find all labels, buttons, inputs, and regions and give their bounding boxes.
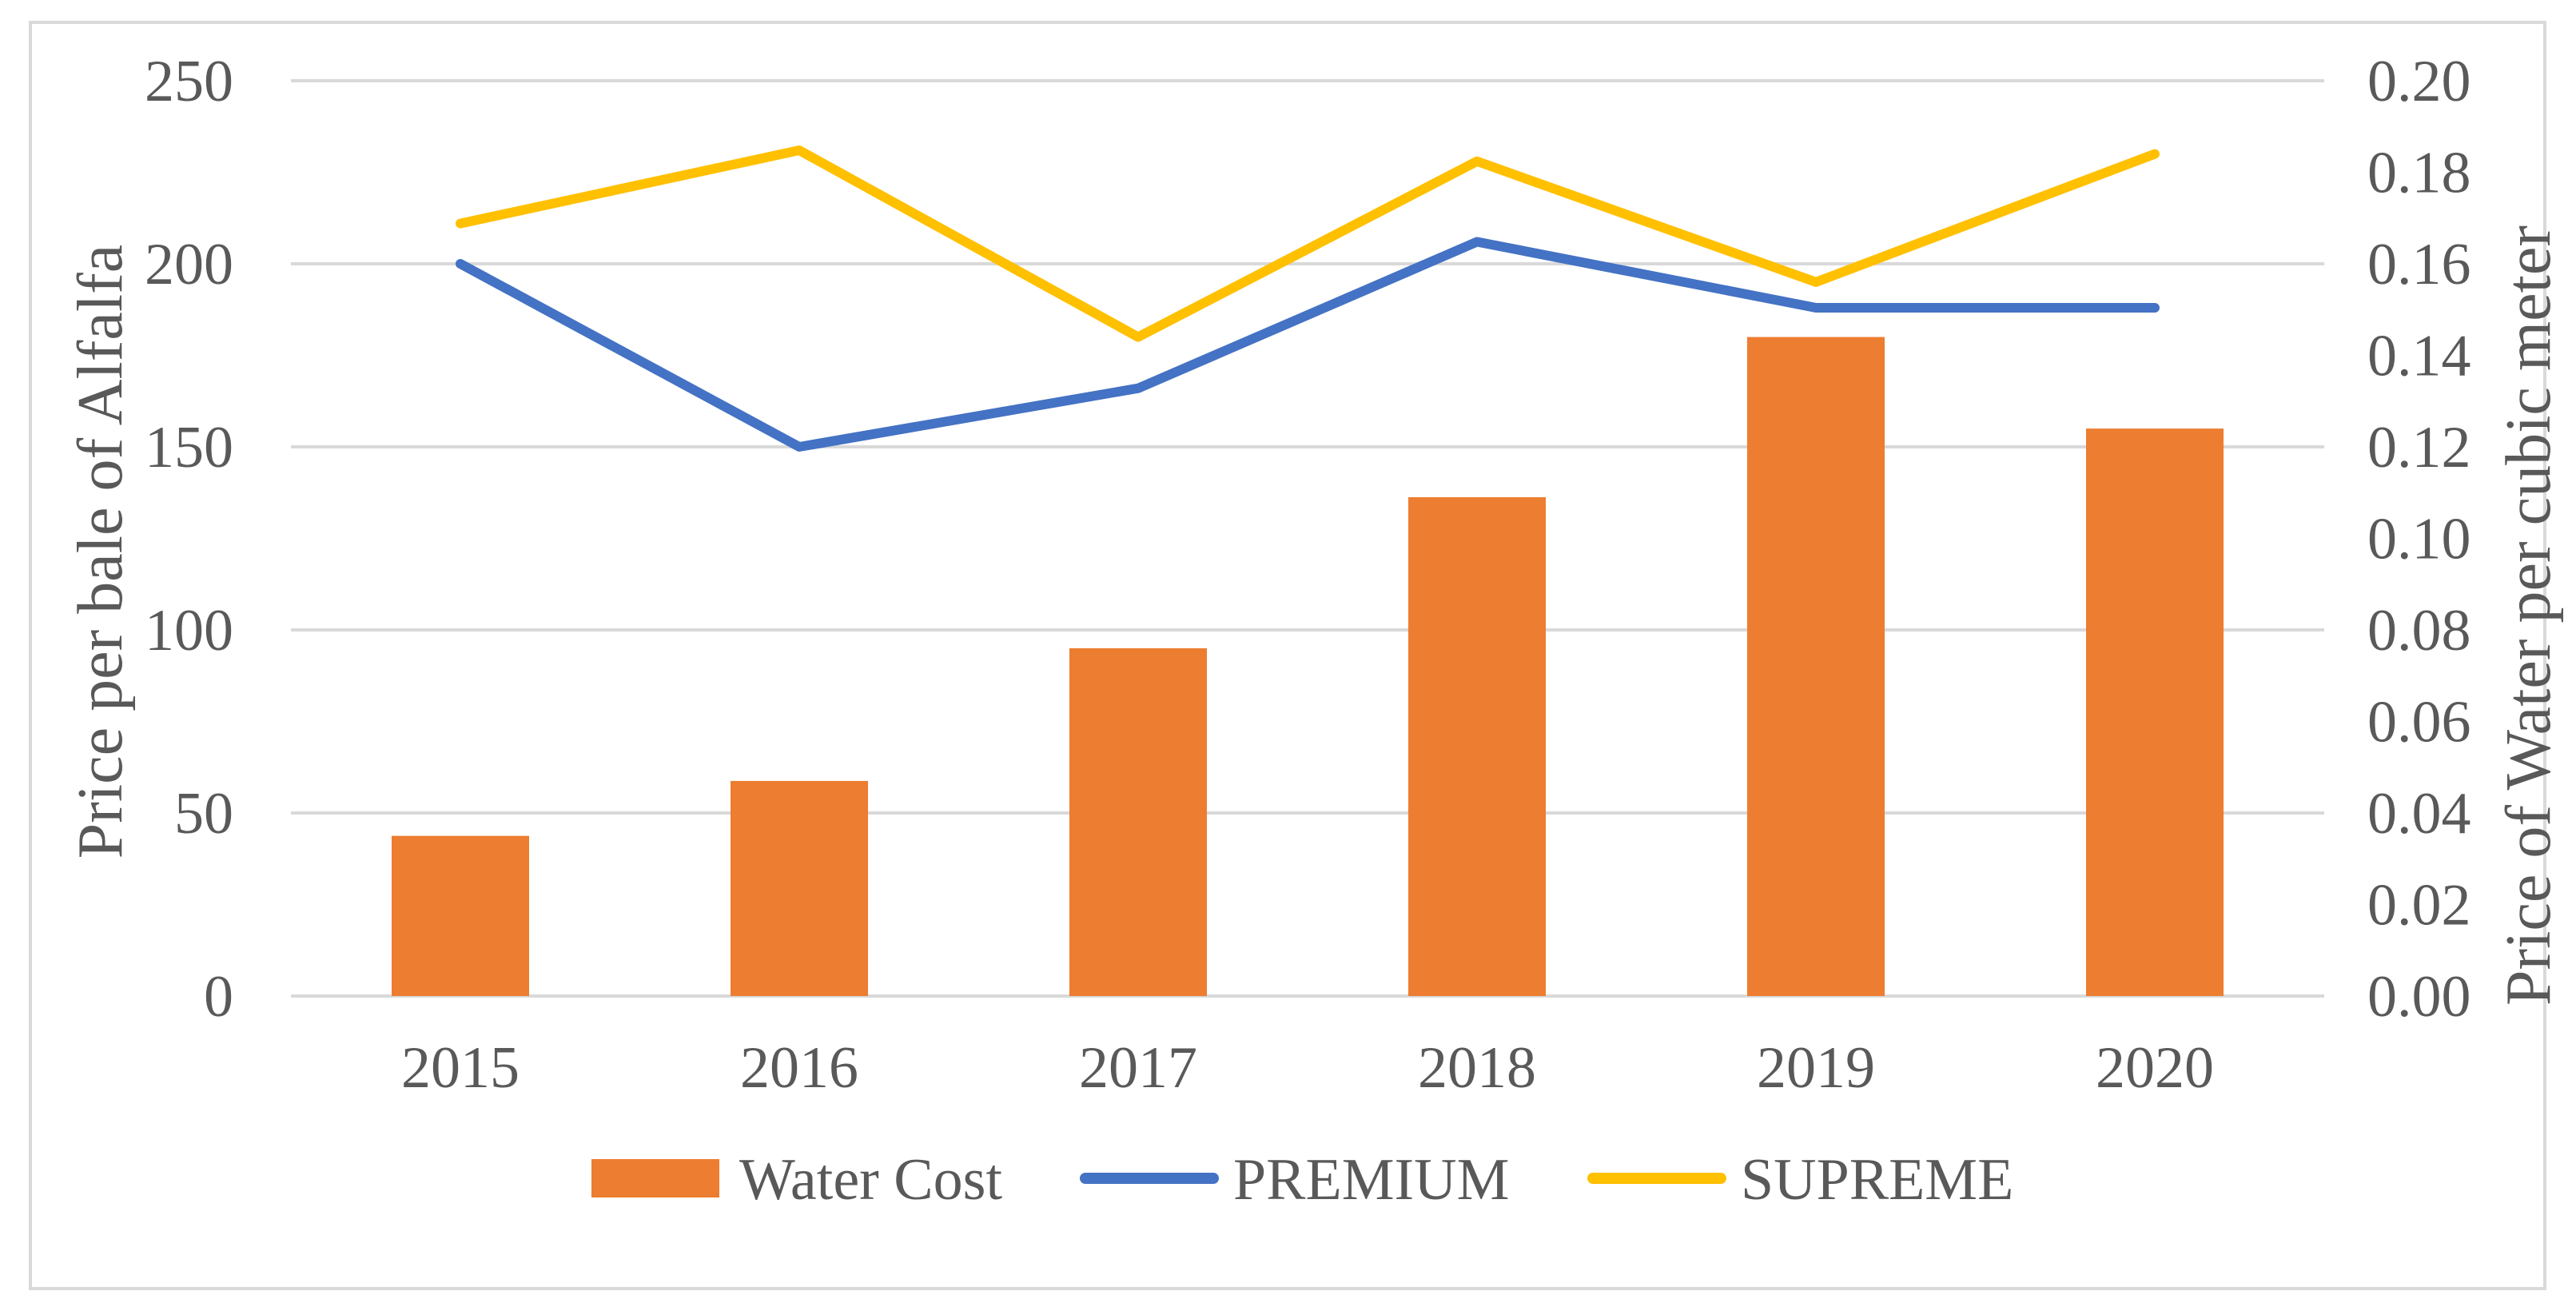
legend: Water Cost PREMIUM SUPREME (591, 1147, 2013, 1213)
y-left-tick-50: 50 (174, 781, 233, 847)
y-right-tick-0.06: 0.06 (2367, 690, 2471, 755)
legend-label-premium: PREMIUM (1233, 1147, 1509, 1213)
x-tick-2017: 2017 (1079, 1035, 1197, 1101)
point-premium-2020 (2154, 307, 2156, 309)
bar-water-cost-2015 (392, 835, 529, 996)
y-axis-right-ticks: 0.00 0.02 0.04 0.06 0.08 0.10 0.12 0.14 0.16 0.18… (2367, 49, 2471, 1030)
bar-water-cost-2017 (1069, 648, 1207, 996)
point-supreme-2018 (1476, 161, 1478, 162)
point-premium-2015 (460, 263, 461, 265)
bar-water-cost-2016 (731, 780, 868, 996)
y-right-tick-0.10: 0.10 (2367, 507, 2471, 572)
bar-water-cost-2018 (1408, 496, 1546, 996)
y-left-tick-250: 250 (145, 49, 233, 114)
y-left-tick-0: 0 (204, 964, 233, 1030)
point-supreme-2019 (1815, 281, 1817, 283)
point-supreme-2020 (2154, 153, 2156, 155)
lines-layer (456, 145, 2160, 452)
x-tick-2020: 2020 (2096, 1035, 2214, 1101)
y-axis-left-ticks: 0 50 100 150 200 250 (145, 49, 233, 1030)
bar-water-cost-2020 (2086, 428, 2224, 996)
point-premium-2017 (1137, 388, 1139, 389)
y-right-tick-0.12: 0.12 (2367, 415, 2471, 480)
y-right-tick-0.00: 0.00 (2367, 964, 2471, 1030)
y-right-tick-0.14: 0.14 (2367, 324, 2471, 389)
y-right-tick-0.08: 0.08 (2367, 598, 2471, 663)
x-axis-ticks: 2015 2016 2017 2018 2019 2020 (401, 1035, 2214, 1101)
y-right-tick-0.18: 0.18 (2367, 141, 2471, 206)
point-premium-2018 (1476, 241, 1478, 243)
y-left-tick-200: 200 (145, 232, 233, 297)
line-supreme (456, 145, 2160, 342)
x-tick-2016: 2016 (740, 1035, 858, 1101)
gridlines (291, 79, 2324, 998)
legend-swatch-water-cost (591, 1159, 719, 1197)
legend-label-water-cost: Water Cost (739, 1147, 1002, 1213)
y-right-tick-0.02: 0.02 (2367, 873, 2471, 938)
y-right-tick-0.04: 0.04 (2367, 781, 2471, 847)
bar-water-cost-2019 (1747, 337, 1885, 997)
line-premium (456, 237, 2160, 452)
y-axis-right-title: Price of Water per cubic meter (2494, 225, 2564, 1006)
x-tick-2018: 2018 (1418, 1035, 1536, 1101)
x-tick-2015: 2015 (401, 1035, 520, 1101)
point-supreme-2016 (798, 149, 800, 151)
point-supreme-2017 (1137, 337, 1139, 338)
point-premium-2016 (798, 446, 800, 448)
legend-label-supreme: SUPREME (1741, 1147, 2013, 1213)
y-left-tick-150: 150 (145, 415, 233, 480)
y-axis-left-title: Price per bale of Alfalfa (66, 245, 136, 859)
x-tick-2019: 2019 (1757, 1035, 1875, 1101)
y-right-tick-0.16: 0.16 (2367, 232, 2471, 297)
point-premium-2019 (1815, 307, 1817, 309)
point-supreme-2015 (460, 223, 461, 225)
bars-water-cost (392, 337, 2224, 997)
y-right-tick-0.20: 0.20 (2367, 49, 2471, 114)
y-left-tick-100: 100 (145, 598, 233, 663)
